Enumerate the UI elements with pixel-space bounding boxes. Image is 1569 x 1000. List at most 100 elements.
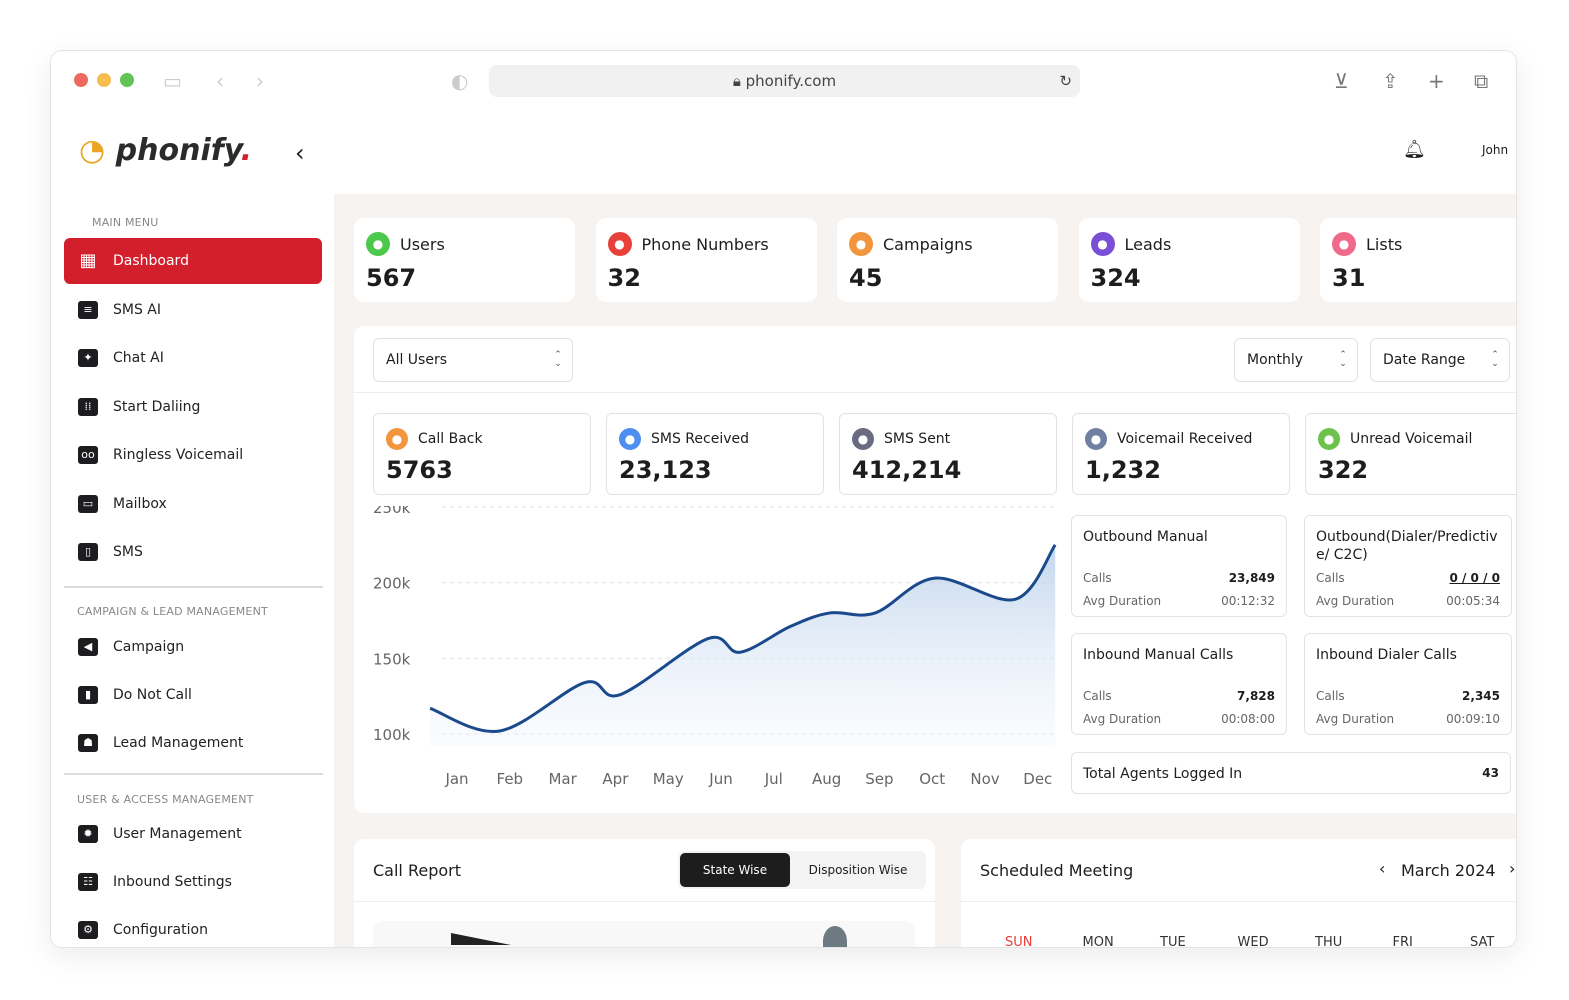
new-tab-icon[interactable]: + (1428, 69, 1445, 93)
minimize-window-button[interactable] (97, 73, 111, 87)
metric-card-sms-received[interactable]: ● SMS Received 23,123 (606, 413, 824, 495)
sidebar-item-label: SMS (113, 544, 143, 560)
stat-card-lists[interactable]: ● Lists 31 (1320, 218, 1516, 302)
cog-icon: ⚙ (78, 921, 98, 939)
sidebar-item-start-daliing[interactable]: ⁞⁞ Start Daliing (64, 384, 322, 430)
next-month-icon[interactable]: › (1509, 859, 1516, 878)
inbox-icon: ▭ (78, 494, 98, 513)
analytics-panel: All Users ⌃ ⌄ Monthly ⌃ ⌄ Date Range ⌃ ⌄ ● Call… (354, 326, 1516, 813)
area-fill (430, 544, 1056, 746)
sidebar-item-label: Mailbox (113, 495, 167, 512)
sidebar-item-user-management[interactable]: ✹ User Management (64, 811, 322, 857)
x-tick-label: May (653, 770, 684, 788)
x-tick-label: Jan (444, 770, 468, 788)
stat-value: 31 (1332, 264, 1366, 292)
calls-label: Calls (1316, 689, 1345, 703)
sidebar-item-inbound-settings[interactable]: ☷ Inbound Settings (64, 859, 322, 905)
metric-card-call-back[interactable]: ● Call Back 5763 (373, 413, 591, 495)
calls-value[interactable]: 0 / 0 / 0 (1449, 571, 1500, 585)
share-icon[interactable]: ⇪ (1382, 69, 1399, 93)
state-map (373, 921, 915, 947)
stat-label: Lists (1366, 234, 1403, 254)
avg-duration-value: 00:09:10 (1446, 712, 1500, 726)
call-report-title: Call Report (373, 861, 461, 880)
stat-card-campaigns[interactable]: ● Campaigns 45 (837, 218, 1058, 302)
metric-card-sms-sent[interactable]: ● SMS Sent 412,214 (839, 413, 1057, 495)
metric-label: Voicemail Received (1117, 431, 1253, 447)
sidebar-item-label: Inbound Settings (113, 874, 232, 890)
sidebar-item-mailbox[interactable]: ▭ Mailbox (64, 481, 322, 527)
tab-state-wise[interactable]: State Wise (680, 853, 790, 887)
metric-card-voicemail-received[interactable]: ● Voicemail Received 1,232 (1072, 413, 1290, 495)
sidebar-item-ringless-voicemail[interactable]: oo Ringless Voicemail (64, 432, 322, 478)
megaphone-icon: ◀ (78, 638, 98, 656)
section-user-access: USER & ACCESS MANAGEMENT (77, 793, 254, 806)
map-region (823, 926, 847, 947)
metric-icon: ● (1318, 428, 1340, 450)
forward-icon[interactable]: › (256, 69, 264, 93)
agents-label: Total Agents Logged In (1083, 766, 1243, 782)
reload-icon[interactable]: ↻ (1059, 72, 1072, 90)
stat-card-users[interactable]: ● Users 567 (354, 218, 575, 302)
stat-card-leads[interactable]: ● Leads 324 (1078, 218, 1300, 302)
x-tick-label: Aug (812, 770, 841, 788)
stat-label: Campaigns (883, 234, 973, 254)
metric-value: 1,232 (1085, 456, 1161, 484)
call-stat-card: Inbound Dialer Calls Calls 2,345 Avg Dura… (1304, 633, 1512, 735)
back-icon[interactable]: ‹ (216, 69, 224, 93)
sidebar-item-campaign[interactable]: ◀ Campaign (64, 624, 322, 670)
bell-icon[interactable]: 🔔︎ (1403, 139, 1426, 160)
sidebar-item-chat-ai[interactable]: ✦ Chat AI (64, 335, 322, 381)
call-stat-card: Outbound(Dialer/Predictive/ C2C) Calls 0 … (1304, 515, 1512, 617)
sidebar-item-label: Lead Management (113, 735, 244, 751)
chevron-updown-icon: ⌃ ⌄ (1339, 350, 1347, 369)
weekday-fri: FRI (1392, 935, 1413, 948)
stat-card-phone-numbers[interactable]: ● Phone Numbers 32 (595, 218, 817, 302)
sidebar-item-do-not-call[interactable]: ▮ Do Not Call (64, 672, 322, 718)
x-tick-label: Dec (1023, 770, 1052, 788)
stat-label: Leads (1124, 234, 1172, 254)
sidebar-item-label: Dashboard (113, 253, 189, 269)
series-line (429, 543, 1057, 733)
sidebar-item-label: Campaign (113, 639, 185, 655)
download-icon[interactable]: ⊻ (1334, 69, 1349, 93)
phone-sms-icon: ▯ (78, 543, 98, 561)
metric-label: SMS Received (651, 431, 749, 447)
x-tick-label: Mar (548, 770, 577, 788)
metric-card-unread-voicemail[interactable]: ● Unread Voicemail 322 (1305, 413, 1516, 495)
shield-icon[interactable]: ◐ (451, 69, 469, 93)
user-menu[interactable]: John (1482, 143, 1509, 157)
avg-duration-value: 00:08:00 (1221, 712, 1275, 726)
close-window-button[interactable] (74, 73, 88, 87)
sidebar-item-label: Ringless Voicemail (113, 447, 244, 463)
sidebar-item-sms[interactable]: ▯ SMS (64, 529, 322, 575)
call-stat-card: Outbound Manual Calls 23,849 Avg Duration… (1071, 515, 1287, 617)
stat-icon: ● (366, 232, 390, 256)
metric-icon: ● (619, 428, 641, 450)
calls-area-chart: 250k 200k 150k 100k Jan Feb Mar Apr May Jun Jul Aug… (373, 506, 1057, 788)
tab-disposition-wise[interactable]: Disposition Wise (808, 863, 908, 877)
scheduled-meeting-panel: Scheduled Meeting ‹ March 2024 › SUN MON T… (961, 839, 1516, 948)
sidebar-toggle-icon[interactable]: ▭ (163, 69, 182, 93)
period-select[interactable]: Monthly ⌃ ⌄ (1234, 338, 1358, 382)
browser-toolbar: ▭ ‹ › ◐ 🔒︎ phonify.com ↻ ⊻ ⇪ + ⧉ (51, 51, 1516, 111)
prev-month-icon[interactable]: ‹ (1379, 859, 1386, 878)
address-bar[interactable]: 🔒︎ phonify.com ↻ (489, 65, 1080, 97)
top-header: 🔔︎ John (334, 111, 1516, 194)
chevron-updown-icon: ⌃ ⌄ (1491, 350, 1499, 369)
users-select[interactable]: All Users ⌃ ⌄ (373, 338, 573, 382)
x-tick-label: Feb (497, 770, 524, 788)
sidebar-item-sms-ai[interactable]: ≡ SMS AI (64, 287, 322, 333)
metric-label: Unread Voicemail (1350, 431, 1473, 447)
phonify-logo[interactable]: ◔ phonify. (79, 133, 252, 168)
sidebar-item-configuration[interactable]: ⚙ Configuration (64, 907, 322, 947)
collapse-sidebar-icon[interactable]: ‹ (295, 139, 305, 167)
tabs-overview-icon[interactable]: ⧉ (1474, 69, 1489, 93)
sidebar-item-lead-management[interactable]: ☗ Lead Management (64, 720, 322, 766)
date-range-select[interactable]: Date Range ⌃ ⌄ (1370, 338, 1510, 382)
map-region (451, 933, 511, 945)
metric-value: 412,214 (852, 456, 962, 484)
avg-duration-value: 00:12:32 (1221, 594, 1275, 608)
sidebar-item-dashboard[interactable]: ▦ Dashboard (64, 238, 322, 284)
maximize-window-button[interactable] (120, 73, 134, 87)
